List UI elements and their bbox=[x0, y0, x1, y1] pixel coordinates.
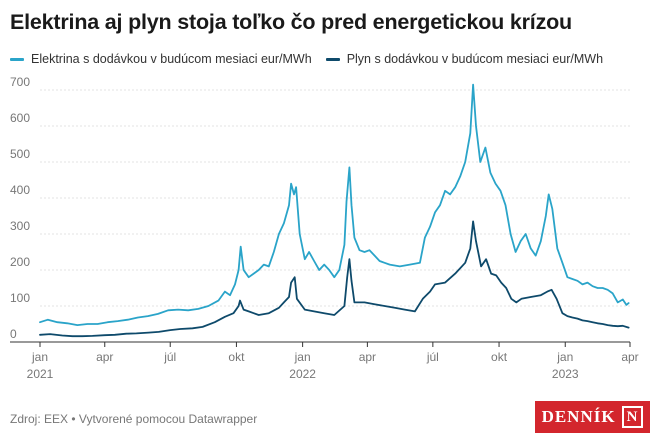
chart-legend: Elektrina s dodávkou v budúcom mesiaci e… bbox=[10, 52, 603, 66]
x-tick-label: jan bbox=[31, 350, 48, 364]
line-chart: 0 100 200 300 400 500 600 700 jan 2021 apr júl okt ja… bbox=[10, 75, 639, 381]
x-tick-label: apr bbox=[96, 350, 113, 364]
source-footer: Zdroj: EEX • Vytvorené pomocou Datawrapp… bbox=[10, 412, 258, 426]
x-tick-label: okt bbox=[228, 350, 245, 364]
legend-item-electricity: Elektrina s dodávkou v budúcom mesiaci e… bbox=[10, 52, 312, 66]
legend-swatch-gas bbox=[325, 57, 340, 61]
logo-mark: N bbox=[621, 406, 644, 428]
x-tick-label: apr bbox=[359, 350, 376, 364]
legend-label-electricity: Elektrina s dodávkou v budúcom mesiaci e… bbox=[31, 52, 312, 66]
y-tick-label: 200 bbox=[10, 255, 30, 269]
dennik-n-logo: DENNÍK N bbox=[535, 401, 650, 433]
x-tick-label: júl bbox=[426, 350, 439, 364]
x-tick-year-label: 2023 bbox=[552, 367, 579, 381]
y-tick-label: 400 bbox=[10, 183, 30, 197]
x-tick-year-label: 2021 bbox=[27, 367, 54, 381]
y-tick-label: 500 bbox=[10, 147, 30, 161]
x-tick-label: okt bbox=[491, 350, 508, 364]
legend-swatch-electricity bbox=[10, 57, 24, 61]
logo-word: DENNÍK bbox=[541, 407, 616, 426]
series-line-electricity bbox=[39, 83, 630, 326]
x-tick-label: jan bbox=[294, 350, 311, 364]
legend-label-gas: Plyn s dodávkou v budúcom mesiaci eur/MW… bbox=[346, 52, 604, 66]
y-tick-label: 700 bbox=[10, 75, 30, 89]
x-tick-label: júl bbox=[163, 350, 176, 364]
x-tick-year-label: 2022 bbox=[289, 367, 316, 381]
legend-item-gas: Plyn s dodávkou v budúcom mesiaci eur/MW… bbox=[325, 52, 604, 66]
y-tick-label: 300 bbox=[10, 219, 30, 233]
series-line-gas bbox=[39, 220, 630, 338]
x-tick-label: jan bbox=[556, 350, 573, 364]
y-tick-label: 0 bbox=[10, 327, 17, 341]
x-tick-label: apr bbox=[621, 350, 638, 364]
y-tick-label: 100 bbox=[10, 291, 30, 305]
chart-title: Elektrina aj plyn stoja toľko čo pred en… bbox=[10, 10, 572, 34]
y-tick-label: 600 bbox=[10, 111, 30, 125]
